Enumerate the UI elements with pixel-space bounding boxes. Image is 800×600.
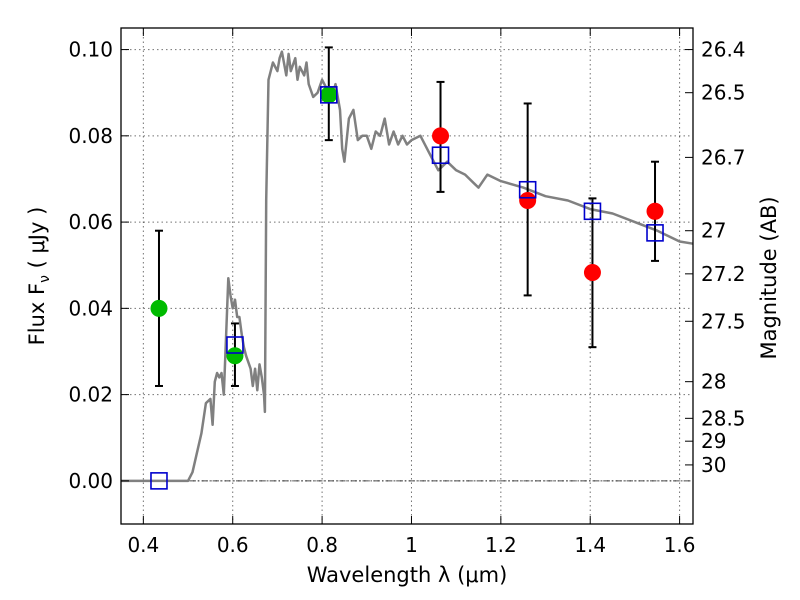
y2-tick-label: 28: [701, 370, 726, 394]
y2-tick-label: 27.2: [701, 262, 746, 286]
y2-tick-label: 27.5: [701, 309, 746, 333]
model-spectrum-line: [121, 50, 694, 483]
y-tick-label: 0.04: [68, 296, 113, 320]
y2-tick-label: 27: [701, 219, 726, 243]
y-axis-label-unit: ( μJy ): [25, 207, 49, 275]
x-tick-label: 0.8: [306, 533, 338, 557]
error-bars: [154, 46, 660, 387]
data-point: [150, 299, 168, 317]
y-axis-label-main: Flux F: [25, 283, 49, 345]
data-point: [519, 192, 537, 210]
x-tick-label: 0.6: [217, 533, 249, 557]
axis-ticks: [121, 28, 693, 524]
model-point: [319, 86, 338, 104]
y-tick-label: 0.00: [68, 469, 113, 493]
y-tick-label: 0.02: [68, 383, 113, 407]
model-point: [226, 336, 244, 354]
y-tick-label: 0.08: [68, 124, 113, 148]
y-axis-label: Flux Fν ( μJy ): [25, 207, 53, 346]
data-point: [646, 202, 664, 220]
y-tick-label: 0.10: [68, 38, 113, 62]
data-point: [583, 264, 601, 282]
y2-tick-label: 29: [701, 429, 726, 453]
data-point: [432, 127, 450, 145]
x-tick-labels: 0.4 0.6 0.8 1 1.2 1.4 1.6: [127, 533, 695, 557]
x-axis-label: Wavelength λ (μm): [307, 563, 508, 587]
y2-tick-label: 30: [701, 453, 726, 477]
y2-axis-label: Magnitude (AB): [757, 196, 781, 359]
data-markers: [150, 86, 664, 490]
data-point: [226, 347, 244, 365]
grid: [121, 28, 693, 524]
x-tick-label: 0.4: [127, 533, 159, 557]
y2-tick-label: 26.5: [701, 81, 746, 105]
y-axis-label-sub: ν: [37, 275, 53, 283]
model-point: [150, 472, 168, 490]
x-tick-label: 1.4: [574, 533, 606, 557]
data-point: [320, 86, 338, 104]
y-tick-labels: 0.00 0.02 0.04 0.06 0.08 0.10: [68, 38, 113, 493]
y2-tick-label: 26.7: [701, 145, 746, 169]
model-point: [518, 180, 537, 199]
model-point: [646, 224, 664, 242]
plot-frame: [120, 27, 694, 525]
x-tick-label: 1.2: [485, 533, 517, 557]
y-tick-label: 0.06: [68, 210, 113, 234]
x-tick-label: 1.6: [664, 533, 696, 557]
model-point: [431, 146, 450, 165]
x-tick-label: 1: [405, 533, 418, 557]
y2-tick-label: 26.4: [701, 38, 746, 62]
y2-tick-label: 28.5: [701, 406, 746, 430]
model-point: [583, 202, 602, 221]
